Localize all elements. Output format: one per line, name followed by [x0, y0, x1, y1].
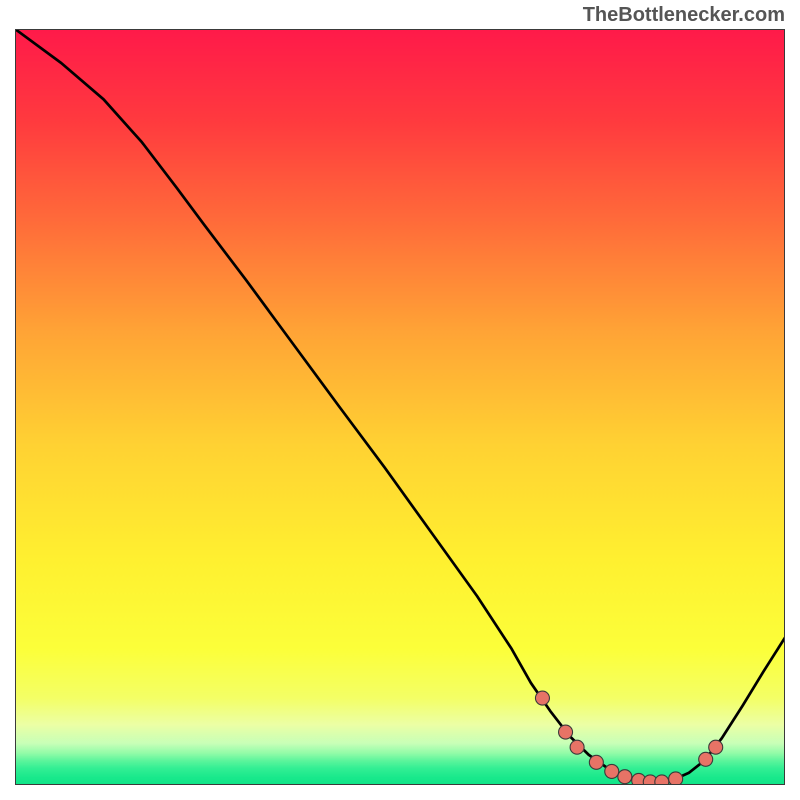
chart-background-gradient: [15, 29, 785, 785]
watermark-label: TheBottlenecker.com: [583, 4, 785, 27]
chart-container: TheBottlenecker.com: [0, 0, 800, 800]
